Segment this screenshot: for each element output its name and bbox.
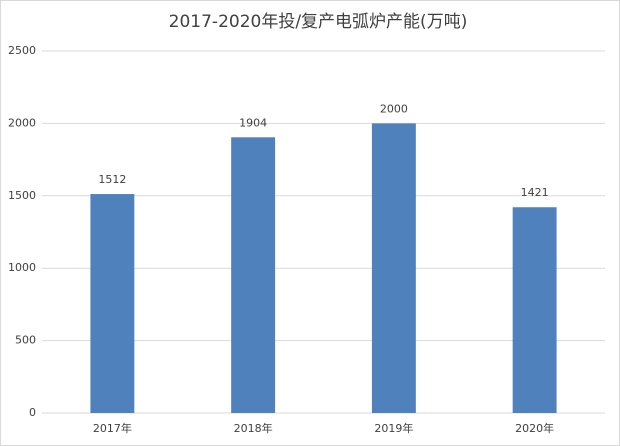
y-tick-label: 1000: [8, 261, 36, 274]
y-tick-label: 2000: [8, 116, 36, 129]
y-tick-label: 500: [15, 334, 36, 347]
data-label: 2000: [380, 102, 408, 115]
bar: [90, 194, 135, 413]
y-tick-label: 0: [29, 406, 36, 419]
chart-title: 2017-2020年投/复产电弧炉产能(万吨): [169, 12, 468, 32]
x-tick-label: 2018年: [234, 421, 273, 435]
y-tick-label: 2500: [8, 44, 36, 57]
data-label: 1421: [521, 186, 549, 199]
bar: [512, 207, 557, 413]
x-tick-label: 2020年: [515, 421, 554, 435]
bar: [371, 123, 416, 414]
data-label: 1904: [239, 116, 267, 129]
y-tick-label: 1500: [8, 189, 36, 202]
bar: [231, 137, 276, 414]
x-tick-label: 2017年: [93, 421, 132, 435]
x-tick-label: 2019年: [374, 421, 413, 435]
data-label: 1512: [98, 173, 126, 186]
